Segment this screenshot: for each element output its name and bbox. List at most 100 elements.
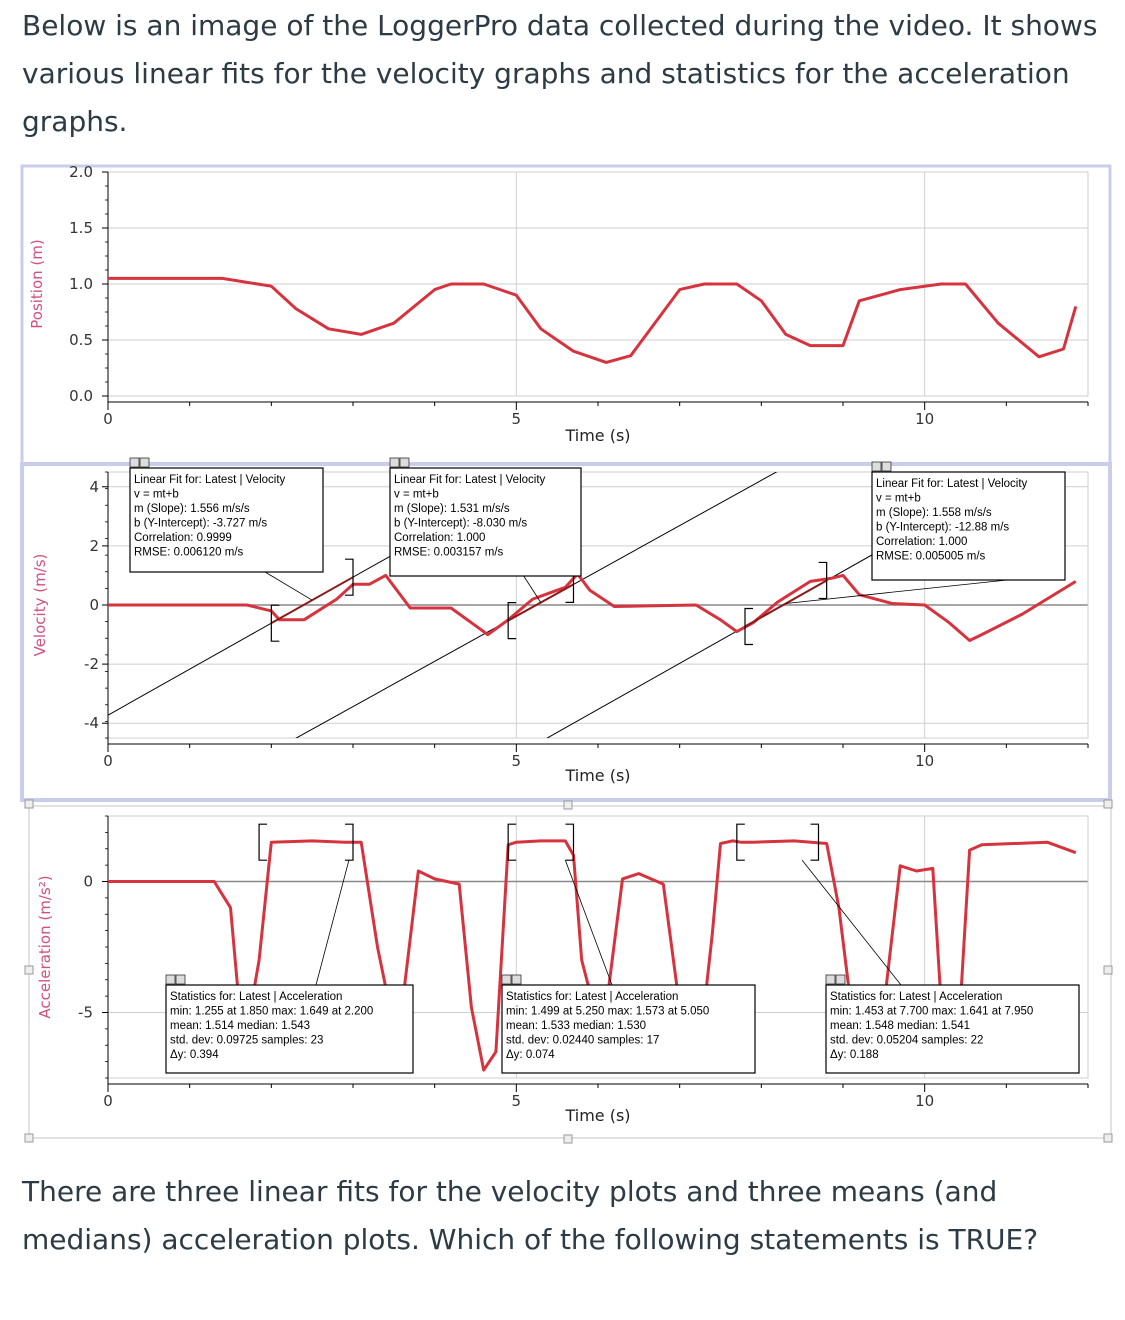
- range-bracket: [270, 604, 280, 642]
- annotation-text: v = mt+b: [394, 489, 439, 501]
- resize-handle[interactable]: [1103, 799, 1113, 809]
- range-bracket: [507, 602, 517, 640]
- y-tick-label: 0.0: [69, 387, 93, 405]
- annotation-text: mean: 1.514 median: 1.543: [170, 1020, 310, 1032]
- range-bracket: [345, 558, 354, 596]
- y-tick-label: 4: [89, 478, 99, 496]
- x-axis-title: Time (s): [564, 1106, 630, 1125]
- resize-handle[interactable]: [24, 799, 34, 809]
- y-tick-label: 2: [89, 537, 99, 555]
- annotation-text: m (Slope): 1.556 m/s/s: [134, 503, 250, 515]
- statistics-box: Statistics for: Latest | Acceleration min…: [165, 974, 414, 1074]
- annotation-text: Statistics for: Latest | Acceleration: [170, 991, 342, 1003]
- leader-line: [264, 571, 313, 601]
- y-tick-label: -5: [78, 1004, 93, 1022]
- y-axis-title: Velocity (m/s): [31, 554, 49, 657]
- annotation-text: v = mt+b: [876, 493, 921, 505]
- linear-fit-box: Linear Fit for: Latest | Velocity v = mt+…: [389, 457, 582, 577]
- annotation-text: std. dev: 0.09725 samples: 23: [170, 1035, 323, 1047]
- annotation-text: min: 1.453 at 7.700 max: 1.641 at 7.950: [830, 1006, 1033, 1018]
- data-series-line: [108, 276, 1078, 364]
- resize-handle[interactable]: [1103, 965, 1113, 975]
- close-icon: [825, 974, 836, 985]
- annotation-text: Linear Fit for: Latest | Velocity: [876, 478, 1028, 490]
- y-tick-label: -2: [84, 655, 99, 673]
- options-icon: [399, 457, 410, 468]
- question-paragraph: There are three linear fits for the velo…: [22, 1175, 1039, 1256]
- velocity-graph: 0 5 10 4 2 0 -2 -4 Time (s) Velocity (m/s) Linear …: [31, 457, 1089, 785]
- annotation-text: m (Slope): 1.558 m/s/s: [876, 507, 992, 519]
- annotation-text: min: 1.255 at 1.850 max: 1.649 at 2.200: [170, 1006, 373, 1018]
- acceleration-graph: 0 5 10 0 -5 Time (s) Acceleration (m/s²) Statis…: [36, 815, 1089, 1125]
- range-bracket: [345, 823, 354, 861]
- annotation-box: [165, 984, 414, 1074]
- annotation-text: b (Y-Intercept): -12.88 m/s: [876, 522, 1009, 534]
- resize-handle[interactable]: [24, 965, 34, 975]
- annotation-text: Δy: 0.394: [170, 1049, 219, 1061]
- annotation-text: Correlation: 1.000: [394, 532, 485, 544]
- annotation-text: std. dev: 0.02440 samples: 17: [506, 1035, 659, 1047]
- annotation-text: Δy: 0.074: [506, 1049, 555, 1061]
- annotation-text: Correlation: 1.000: [876, 536, 967, 548]
- options-icon: [881, 461, 892, 472]
- annotation-box: [501, 984, 756, 1074]
- annotation-box: [825, 984, 1080, 1074]
- annotation-text: std. dev: 0.05204 samples: 22: [830, 1035, 983, 1047]
- y-tick-label: 1.5: [69, 219, 93, 237]
- annotation-box: [129, 467, 324, 573]
- y-tick-label: 2.0: [69, 163, 93, 181]
- options-icon: [511, 974, 522, 985]
- annotation-text: Correlation: 0.9999: [134, 532, 232, 544]
- x-tick-label: 5: [512, 1092, 522, 1110]
- resize-handle[interactable]: [24, 1133, 34, 1143]
- annotation-text: b (Y-Intercept): -8.030 m/s: [394, 518, 527, 530]
- annotation-text: RMSE: 0.003157 m/s: [394, 547, 504, 559]
- annotation-text: Linear Fit for: Latest | Velocity: [394, 474, 546, 486]
- close-icon: [129, 457, 140, 468]
- resize-handle[interactable]: [563, 800, 573, 810]
- annotation-text: mean: 1.548 median: 1.541: [830, 1020, 970, 1032]
- annotation-text: min: 1.499 at 5.250 max: 1.573 at 5.050: [506, 1006, 709, 1018]
- annotation-text: mean: 1.533 median: 1.530: [506, 1020, 646, 1032]
- leader-line: [564, 860, 613, 986]
- linear-fit-box: Linear Fit for: Latest | Velocity v = mt+…: [871, 461, 1066, 581]
- resize-handle[interactable]: [563, 1134, 573, 1144]
- close-icon: [165, 974, 176, 985]
- position-graph: 0 5 10 2.0 1.5 1.0 0.5 0.0 Time (s) Position (m): [28, 163, 1089, 445]
- range-bracket: [744, 607, 753, 646]
- x-tick-label: 5: [512, 752, 522, 770]
- range-bracket: [736, 823, 745, 861]
- annotation-text: v = mt+b: [134, 489, 179, 501]
- leader-line: [785, 579, 1008, 604]
- annotation-text: Δy: 0.188: [830, 1049, 879, 1061]
- statistics-box: Statistics for: Latest | Acceleration min…: [825, 974, 1080, 1074]
- range-bracket: [810, 823, 820, 861]
- options-icon: [835, 974, 846, 985]
- intro-paragraph: Below is an image of the LoggerPro data …: [22, 9, 1098, 138]
- close-icon: [871, 461, 882, 472]
- close-icon: [389, 457, 400, 468]
- annotation-text: RMSE: 0.005005 m/s: [876, 551, 986, 563]
- y-tick-label: 0.5: [69, 331, 93, 349]
- resize-handle[interactable]: [1103, 1133, 1113, 1143]
- x-tick-label: 0: [103, 410, 113, 428]
- annotation-box: [389, 467, 582, 577]
- y-tick-label: 0: [83, 873, 93, 891]
- x-axis-title: Time (s): [564, 426, 630, 445]
- annotation-text: Statistics for: Latest | Acceleration: [830, 991, 1002, 1003]
- close-icon: [501, 974, 512, 985]
- y-axis-title: Acceleration (m/s²): [36, 875, 54, 1018]
- statistics-box: Statistics for: Latest | Acceleration min…: [501, 974, 756, 1074]
- range-bracket: [258, 823, 268, 861]
- annotation-text: b (Y-Intercept): -3.727 m/s: [134, 518, 267, 530]
- leader-line: [801, 859, 902, 986]
- data-series-line: [108, 572, 1077, 642]
- options-icon: [139, 457, 150, 468]
- options-icon: [175, 974, 186, 985]
- y-tick-label: -4: [84, 714, 99, 732]
- fit-line: [295, 472, 778, 738]
- leader-line: [523, 575, 542, 603]
- range-bracket: [507, 823, 517, 861]
- x-axis-title: Time (s): [564, 766, 630, 785]
